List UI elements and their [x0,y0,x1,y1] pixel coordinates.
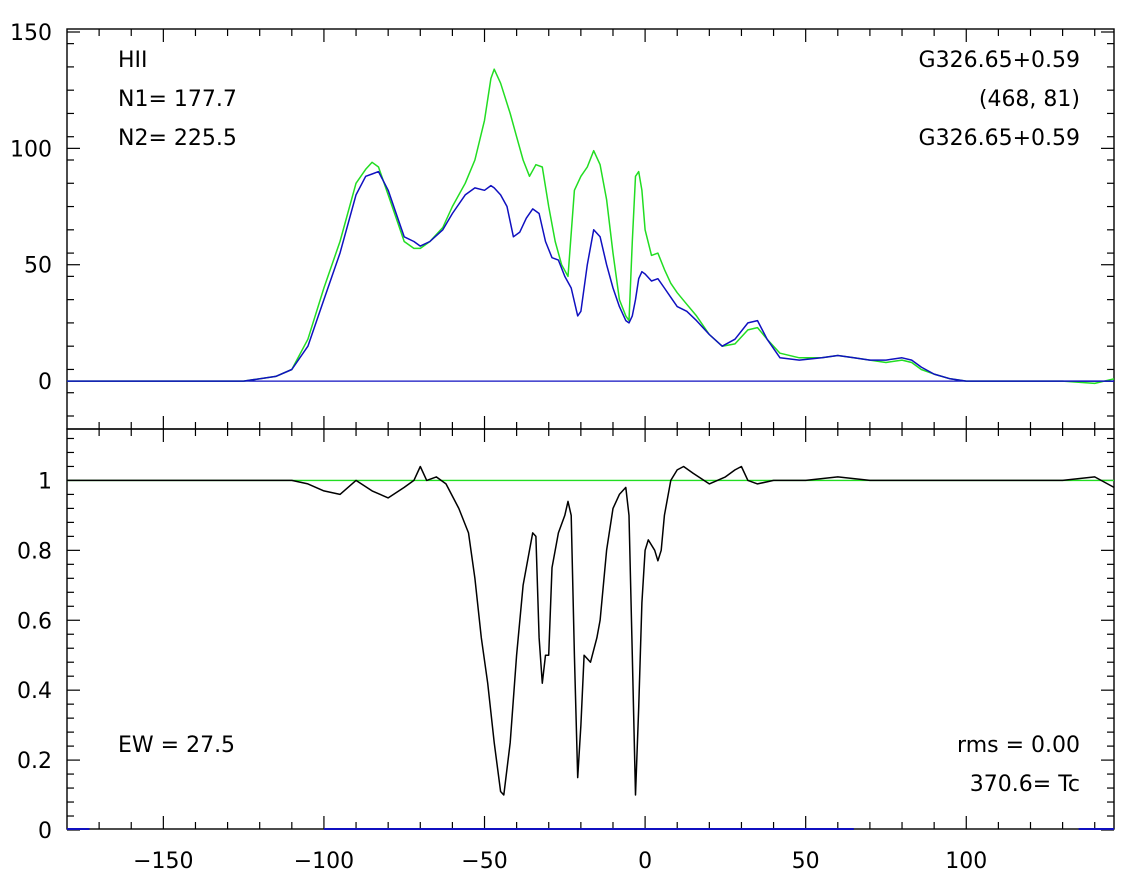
x-tick-label: −150 [133,849,193,874]
annotation-right: 370.6= Tc [970,772,1080,797]
series-line-absorption [67,465,1115,796]
x-tick-label: 50 [792,849,820,874]
y-tick-label: 50 [24,254,52,279]
y-tick-label: 0 [38,819,52,844]
absorption-panel: 0 0.2 0.4 0.6 0.8 1 EW = 27.5 rms = 0.00 370.6=… [17,428,1115,844]
annotation-left: N2= 225.5 [118,126,237,151]
annotation-right: G326.65+0.59 [919,126,1080,151]
annotation-left: N1= 177.7 [118,87,237,112]
y-tick-label: 0.4 [17,679,52,704]
annotation-right: (468, 81) [979,87,1080,112]
emission-panel: 0 50 100 150 HII N1= 177.7 N2= 225.5 G326.65+0.… [10,21,1115,430]
y-tick-label: 0 [38,370,52,395]
annotation-left: EW = 27.5 [118,733,235,758]
y-tick-label: 1 [38,469,52,494]
y-tick-label: 0.6 [17,609,52,634]
x-tick-label: 100 [945,849,987,874]
series-line-blue [67,170,1114,382]
annotation-left: HII [118,48,148,73]
y-tick-label: 0.2 [17,749,52,774]
velocity-axis: −150 −100 −50 0 50 100 [133,849,987,874]
bottom-panel-frame [66,428,1115,830]
y-tick-label: 100 [10,137,52,162]
x-tick-label: −50 [461,849,507,874]
series-line-green [67,68,1115,385]
annotation-right: G326.65+0.59 [919,48,1080,73]
y-tick-label: 0.8 [17,539,52,564]
y-tick-label: 150 [10,21,52,46]
x-tick-label: 0 [638,849,652,874]
x-tick-label: −100 [294,849,354,874]
annotation-right: rms = 0.00 [957,733,1080,758]
